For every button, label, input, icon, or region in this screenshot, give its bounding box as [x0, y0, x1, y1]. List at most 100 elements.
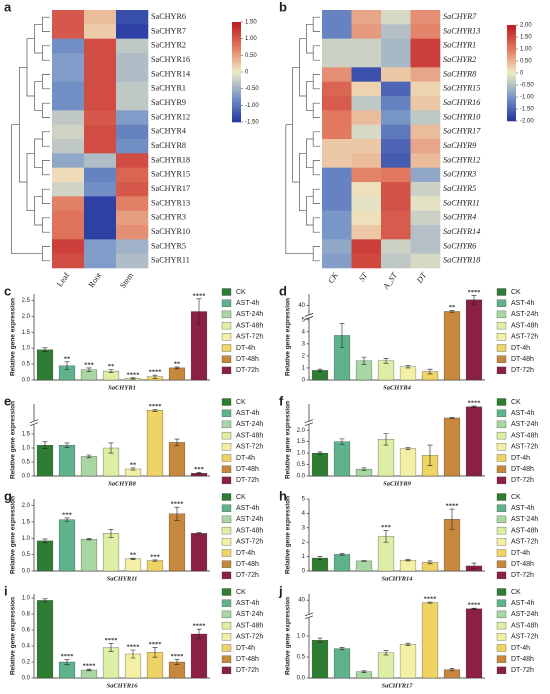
- significance: ***: [150, 553, 160, 560]
- heatmap-cell: [116, 24, 149, 39]
- heatmap-cell: [381, 153, 411, 168]
- heatmap-cell: [84, 96, 117, 111]
- legend-label: CK: [511, 589, 521, 596]
- heatmap-cell: [52, 153, 85, 168]
- colorbar-label: 1.50: [245, 20, 257, 26]
- colorbar-step: [232, 77, 241, 80]
- axis-break-gap: [306, 314, 312, 319]
- colorbar-step: [507, 53, 516, 57]
- heatmap-cell: [381, 124, 411, 140]
- heatmap-cell: [116, 96, 149, 111]
- heatmap-cell: [351, 67, 382, 82]
- row-label: SaCHYR13: [443, 26, 480, 35]
- y-tick-label: 4: [302, 329, 306, 335]
- legend-swatch: [221, 355, 232, 363]
- y-tick-label: 0.0: [297, 676, 306, 682]
- legend-swatch: [221, 476, 232, 485]
- bar: [311, 452, 329, 477]
- heatmap-cell: [116, 253, 149, 269]
- significance: ****: [105, 637, 118, 644]
- colorbar-step: [232, 54, 241, 58]
- error-bar: [64, 517, 70, 522]
- dendrogram-branch: [312, 217, 320, 233]
- legend-label: DT-4h: [236, 345, 255, 352]
- legend-label: AST-72h: [236, 634, 263, 641]
- legend-swatch: [496, 321, 507, 330]
- significance: ****: [446, 503, 459, 510]
- column-label: DT: [414, 270, 429, 286]
- legend-label: DT-4h: [511, 550, 530, 557]
- colorbar-label: -0.50: [245, 86, 259, 92]
- legend-label: CK: [236, 399, 246, 406]
- error-bar: [108, 529, 114, 538]
- bar: [377, 360, 395, 381]
- bar: [399, 560, 417, 572]
- colorbar-step: [507, 61, 516, 64]
- y-tick-label: 3: [302, 341, 306, 347]
- heatmap-cell: [410, 153, 441, 168]
- y-tick-label: 1.0: [22, 596, 31, 602]
- error-bar: [405, 447, 411, 450]
- colorbar-step: [232, 97, 241, 100]
- error-bar: [383, 358, 389, 364]
- row-label: SaCHYR8: [151, 141, 186, 150]
- y-tick-label: 5: [302, 317, 306, 323]
- y-tick-label: 2.0: [22, 503, 31, 509]
- dendrogram-branch: [299, 152, 307, 212]
- heatmap-cell: [322, 196, 352, 211]
- colorbar-step: [232, 52, 241, 55]
- colorbar-step: [232, 114, 241, 118]
- heatmap-cell: [322, 53, 352, 68]
- dendrogram-branch: [312, 131, 320, 147]
- colorbar-step: [232, 84, 241, 88]
- heatmap-cell: [381, 53, 411, 68]
- row-label: SaCHYR3: [151, 213, 186, 222]
- row-label: SaCHYR9: [443, 141, 476, 150]
- error-bar: [471, 562, 477, 570]
- legend-label: DT-72h: [511, 477, 534, 484]
- x-axis-label: SaCHYR11: [107, 575, 138, 582]
- row-label: SaCHYR2: [151, 41, 186, 50]
- dendrogram-branch: [312, 45, 320, 61]
- bar: [168, 513, 186, 572]
- significance: ***: [194, 466, 204, 473]
- bar: [190, 533, 208, 572]
- heatmap-cell: [84, 10, 117, 25]
- x-axis-label: SaCHYR1: [108, 384, 136, 391]
- colorbar-step: [232, 109, 241, 113]
- heatmap-cell: [381, 239, 411, 254]
- bar: [146, 410, 164, 477]
- error-bar: [361, 560, 367, 562]
- heatmap-cell: [381, 67, 411, 82]
- colorbar-step: [232, 34, 241, 38]
- dendrogram-branch: [34, 23, 43, 54]
- y-tick-label: 1.5: [22, 519, 31, 525]
- dendrogram-branch: [41, 131, 50, 147]
- row-label: SaCHYR17: [443, 127, 481, 136]
- heatmap-cell: [84, 53, 117, 68]
- heatmap-cell: [84, 196, 117, 211]
- legend-swatch: [496, 644, 507, 652]
- y-tick-label: 1.5: [22, 330, 31, 336]
- legend-label: AST-72h: [236, 444, 263, 451]
- legend-swatch: [221, 398, 232, 406]
- dendrogram-branch: [34, 138, 43, 169]
- heatmap-cell: [410, 253, 441, 269]
- colorbar-step: [507, 94, 516, 98]
- y-tick-label: 5: [302, 497, 306, 503]
- axis-break-gap: [306, 420, 312, 425]
- error-bar: [339, 438, 345, 445]
- y-tick-label: 1.0: [297, 634, 306, 640]
- legend-label: DT-4h: [236, 550, 255, 557]
- bar: [399, 366, 417, 381]
- bar: [58, 519, 76, 572]
- heatmap-cell: [116, 38, 149, 54]
- heatmap-cell: [52, 67, 85, 82]
- legend-label: AST-24h: [511, 516, 538, 523]
- colorbar-step: [507, 113, 516, 117]
- colorbar-step: [507, 70, 516, 74]
- heatmap-cell: [116, 10, 149, 25]
- heatmap-cell: [84, 153, 117, 168]
- y-tick-label: 1: [302, 366, 306, 372]
- error-bar: [339, 323, 345, 348]
